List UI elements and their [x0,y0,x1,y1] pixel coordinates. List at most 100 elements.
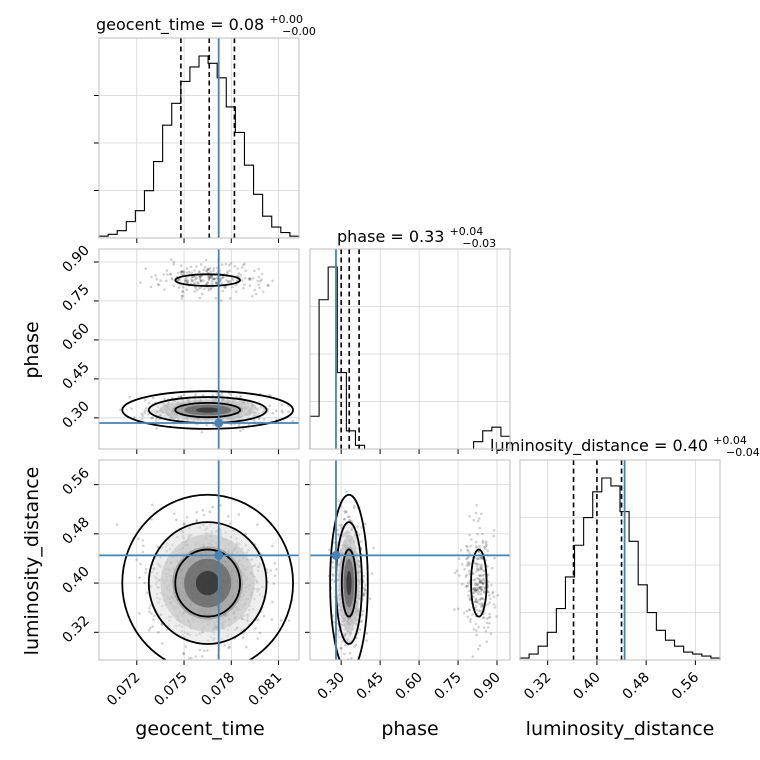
sample-point [269,569,273,572]
contour-line [147,521,268,645]
sample-point [139,562,142,566]
sample-point [228,296,232,300]
ylabel-phase: phase [21,321,43,378]
sample-point [199,275,202,278]
sample-point [258,631,262,635]
sample-point [154,419,158,422]
sample-point [178,278,181,282]
sample-point [221,275,225,279]
sample-point [478,544,481,548]
sample-point [194,393,197,397]
sample-point [141,550,145,554]
sample-point [476,647,480,651]
sample-point [184,279,187,283]
sample-point [493,556,496,560]
sample-point [478,574,482,577]
sample-point [346,515,350,519]
sample-point [484,545,487,548]
sample-point [481,597,484,600]
contour-line [470,548,488,618]
sample-point [260,272,264,276]
sample-point [363,583,367,587]
sample-point [477,590,481,594]
histogram-bin [647,613,656,660]
contour-line [121,390,294,430]
sample-point [479,574,483,577]
sample-point [465,544,468,548]
sample-point [181,286,185,289]
sample-point [221,289,224,293]
histogram-bin [556,609,565,660]
histogram-bin [126,222,135,238]
sample-point [195,265,198,268]
sample-point [148,610,151,613]
sample-point [365,639,368,642]
sample-point [221,276,225,280]
sample-point [338,523,341,527]
sample-point [478,586,482,590]
sample-point [481,532,484,536]
sample-point [224,262,228,266]
sample-point [476,532,479,536]
sample-point [461,582,464,586]
sample-point [163,397,166,401]
sample-point [180,297,184,300]
sample-point [456,607,460,611]
histogram-bin [584,518,593,660]
sample-point [209,276,213,279]
sample-point [157,283,161,287]
sample-point [239,429,242,433]
sample-point [206,649,209,652]
sample-point [481,539,485,543]
sample-point [475,600,479,603]
sample-point [486,564,489,568]
sample-point [479,597,483,600]
sample-point [207,277,210,281]
sample-point [147,401,151,405]
sample-point [480,604,484,607]
sample-point [476,583,480,586]
sample-point [484,547,487,550]
sample-point [478,578,482,582]
sample-point [299,402,302,405]
sample-point [478,644,482,647]
sample-point [473,586,477,590]
sample-point [480,588,483,591]
sample-point [468,514,471,518]
sample-point [362,574,366,578]
sample-point [236,267,239,271]
sample-point [212,269,215,273]
sample-point [230,277,234,280]
scatter-panel-geocent_time-phase [94,248,302,454]
sample-point [459,549,463,552]
sample-point [271,600,274,604]
sample-point [472,595,475,599]
sample-point [195,519,199,523]
histogram-bin [538,646,547,660]
panel-frame [309,459,511,661]
sample-point [234,283,238,287]
histogram-bin [235,132,244,238]
sample-point [206,267,209,271]
sample-point [256,662,259,665]
sample-point [176,271,180,275]
sample-point [475,584,479,587]
tick-label-x: 0.48 [620,670,653,703]
sample-point [182,393,186,397]
sample-point [248,277,251,280]
sample-point [215,282,218,285]
histogram-bin [117,231,126,238]
sample-point [180,273,184,276]
tick-label-y: 0.30 [59,398,92,431]
sample-point [473,589,476,592]
sample-point [240,279,244,282]
sample-point [478,586,482,590]
tick-label-x: 0.075 [151,670,191,710]
sample-point [480,589,483,593]
sample-point [253,269,256,273]
sample-point [186,281,189,284]
tick-label-x: 0.45 [354,670,387,703]
sample-point [465,573,468,577]
sample-point [212,266,216,270]
sample-point [212,424,215,427]
